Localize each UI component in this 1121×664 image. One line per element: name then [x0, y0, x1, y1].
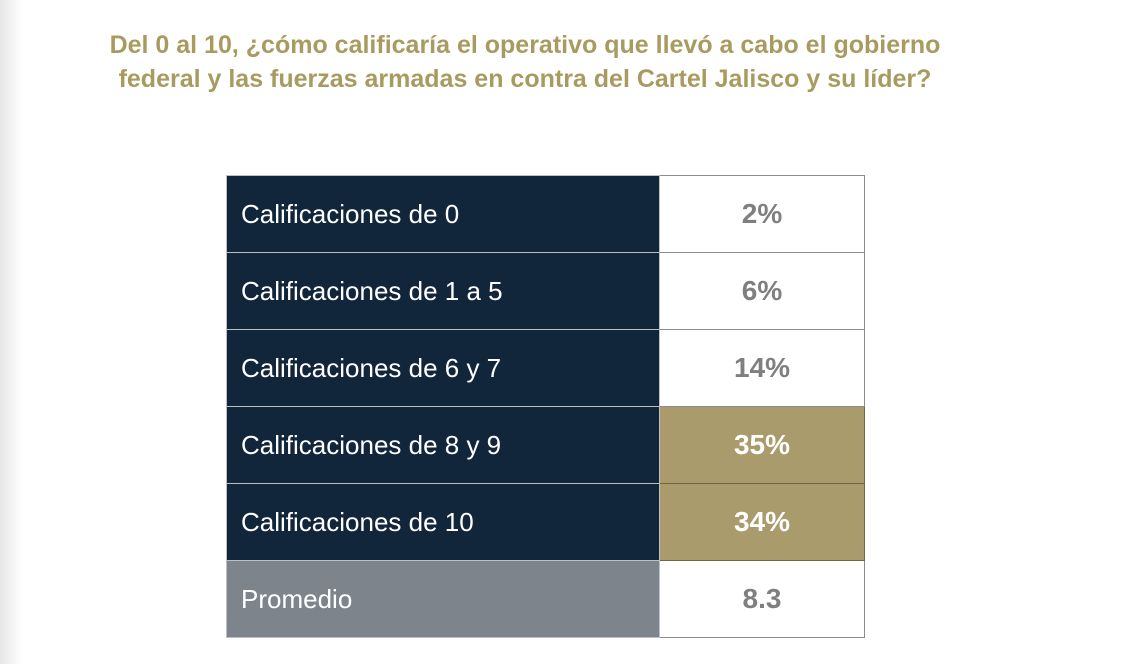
table-row: Calificaciones de 1 a 5 6% — [226, 252, 865, 330]
average-label: Promedio — [226, 560, 660, 638]
ratings-table: Calificaciones de 0 2% Calificaciones de… — [226, 175, 865, 638]
average-row: Promedio 8.3 — [226, 560, 865, 638]
row-label: Calificaciones de 0 — [226, 175, 660, 253]
row-label: Calificaciones de 10 — [226, 483, 660, 561]
row-value: 6% — [659, 252, 865, 330]
row-value: 2% — [659, 175, 865, 253]
table-row: Calificaciones de 10 34% — [226, 483, 865, 561]
row-label: Calificaciones de 6 y 7 — [226, 329, 660, 407]
row-label: Calificaciones de 1 a 5 — [226, 252, 660, 330]
row-label: Calificaciones de 8 y 9 — [226, 406, 660, 484]
row-value-highlight: 34% — [659, 483, 865, 561]
table-row: Calificaciones de 0 2% — [226, 175, 865, 253]
slide-edge-shadow — [0, 0, 22, 664]
table-row: Calificaciones de 8 y 9 35% — [226, 406, 865, 484]
average-value: 8.3 — [659, 560, 865, 638]
title-line-1: Del 0 al 10, ¿cómo calificaría el operat… — [109, 31, 941, 59]
row-value: 14% — [659, 329, 865, 407]
row-value-highlight: 35% — [659, 406, 865, 484]
table-row: Calificaciones de 6 y 7 14% — [226, 329, 865, 407]
slide-title: Del 0 al 10, ¿cómo calificaría el operat… — [10, 28, 1040, 96]
title-line-2: federal y las fuerzas armadas en contra … — [118, 65, 932, 93]
